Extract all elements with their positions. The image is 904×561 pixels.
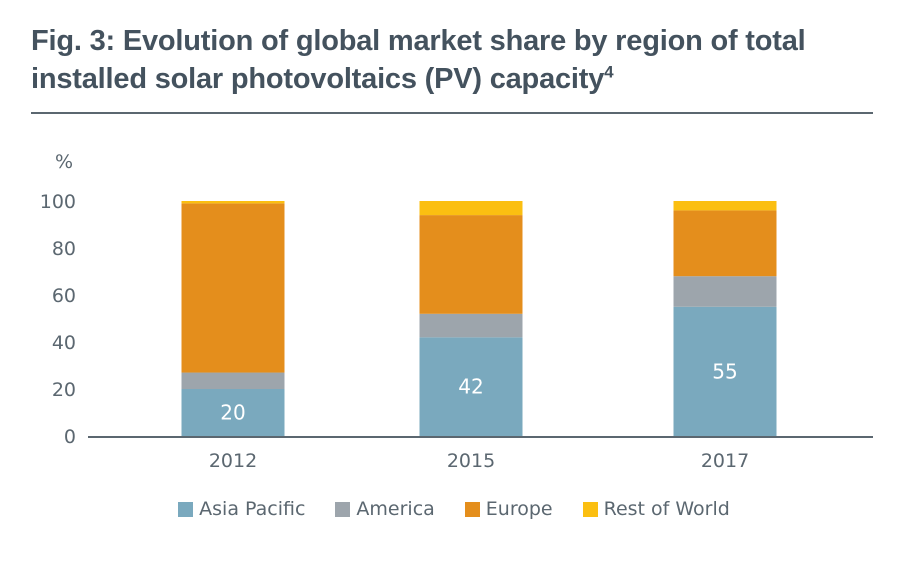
legend-label: Europe xyxy=(485,498,553,520)
y-axis-ticks: 0 20 40 60 80 100 xyxy=(40,191,76,448)
bar-segment-asia-pacific xyxy=(673,306,777,436)
y-tick-label: 80 xyxy=(52,238,76,260)
legend: Asia Pacific America Europe Rest of World xyxy=(0,498,904,520)
bar-segment-america xyxy=(419,313,523,338)
bars: 20 42 55 xyxy=(181,201,777,436)
bar-segment-europe xyxy=(673,210,777,277)
bar-segment-asia-pacific xyxy=(419,337,523,436)
legend-item-rest-of-world: Rest of World xyxy=(582,498,730,520)
legend-swatch xyxy=(335,501,351,517)
bar-segment-europe xyxy=(419,215,523,314)
legend-label: Asia Pacific xyxy=(199,498,306,520)
legend-swatch xyxy=(178,501,194,517)
x-tick-label: 2015 xyxy=(447,450,495,472)
bar-segment-rest-of-world xyxy=(419,201,523,216)
y-tick-label: 100 xyxy=(40,191,76,213)
bar-segment-america xyxy=(673,276,777,307)
bar-stack-2012: 20 xyxy=(181,201,285,436)
legend-item-europe: Europe xyxy=(464,498,553,520)
y-tick-label: 20 xyxy=(52,379,76,401)
stacked-bar-chart: % 0 20 40 60 80 100 20 42 55 2012 2015 2017 xyxy=(40,151,873,472)
legend-label: Rest of World xyxy=(603,498,730,520)
x-tick-label: 2017 xyxy=(701,450,749,472)
bar-stack-2015: 42 xyxy=(419,201,523,436)
bar-stack-2017: 55 xyxy=(673,201,777,436)
legend-label: America xyxy=(356,498,435,520)
bar-value-label: 42 xyxy=(458,375,483,399)
legend-swatch xyxy=(582,501,598,517)
bar-value-label: 20 xyxy=(220,401,245,425)
legend-item-asia-pacific: Asia Pacific xyxy=(178,498,305,520)
bar-segment-europe xyxy=(181,203,285,373)
bar-segment-asia-pacific xyxy=(181,389,285,436)
bar-segment-america xyxy=(181,372,285,389)
y-axis-unit-label: % xyxy=(55,151,73,173)
chart-title: Fig. 3: Evolution of global market share… xyxy=(31,22,891,98)
bar-segment-rest-of-world xyxy=(181,201,285,204)
chart-title-text: Fig. 3: Evolution of global market share… xyxy=(31,25,806,95)
title-footnote-superscript: 4 xyxy=(604,62,614,82)
y-tick-label: 60 xyxy=(52,285,76,307)
title-divider xyxy=(31,112,873,114)
bar-value-label: 55 xyxy=(712,359,737,383)
y-tick-label: 40 xyxy=(52,332,76,354)
bar-segment-rest-of-world xyxy=(673,201,777,211)
x-tick-label: 2012 xyxy=(209,450,257,472)
x-axis-ticks: 2012 2015 2017 xyxy=(209,450,749,472)
legend-swatch xyxy=(464,501,480,517)
legend-item-america: America xyxy=(335,498,435,520)
y-tick-label: 0 xyxy=(64,426,76,448)
